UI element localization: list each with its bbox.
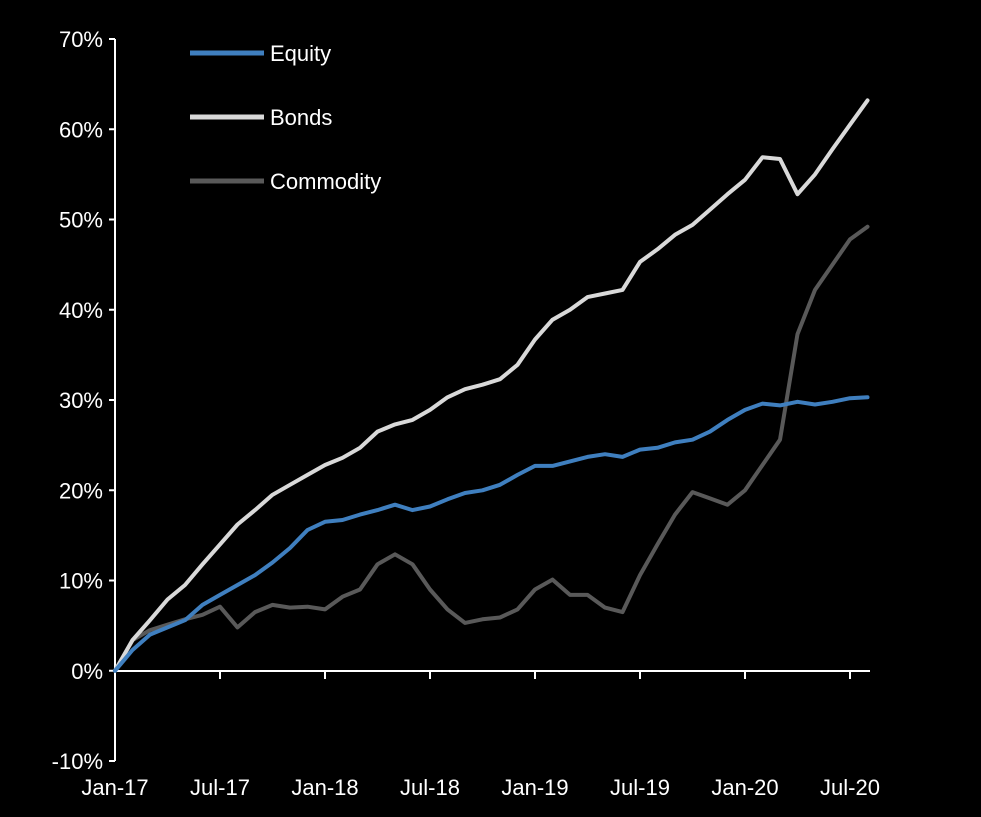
series-lines — [113, 98, 870, 673]
series-line-equity — [113, 395, 870, 673]
x-tick-label: Jan-17 — [81, 775, 148, 800]
legend: Equity Bonds Commodity — [190, 41, 381, 194]
y-tick-label: -10% — [52, 749, 103, 774]
y-tick-label: 50% — [59, 208, 103, 233]
axes: -10% 0% 10% 20% 30% 40% 50% 60% 70% Jan-17 Jul-17 J… — [52, 27, 880, 800]
y-tick-label: 30% — [59, 388, 103, 413]
x-tick-label: Jul-17 — [190, 775, 250, 800]
legend-label: Bonds — [270, 105, 332, 130]
x-tick-label: Jan-20 — [711, 775, 778, 800]
legend-label: Commodity — [270, 169, 381, 194]
series-line-commodity — [113, 224, 870, 673]
y-tick-label: 70% — [59, 27, 103, 52]
y-tick-label: 60% — [59, 117, 103, 142]
y-tick-label: 20% — [59, 478, 103, 503]
x-tick-label: Jan-18 — [291, 775, 358, 800]
y-tick-label: 10% — [59, 569, 103, 594]
x-tick-label: Jul-20 — [820, 775, 880, 800]
series-line-bonds — [113, 98, 870, 673]
y-tick-label: 40% — [59, 298, 103, 323]
legend-label: Equity — [270, 41, 331, 66]
x-tick-label: Jul-19 — [610, 775, 670, 800]
y-tick-label: 0% — [71, 659, 103, 684]
x-tick-label: Jul-18 — [400, 775, 460, 800]
x-tick-label: Jan-19 — [501, 775, 568, 800]
